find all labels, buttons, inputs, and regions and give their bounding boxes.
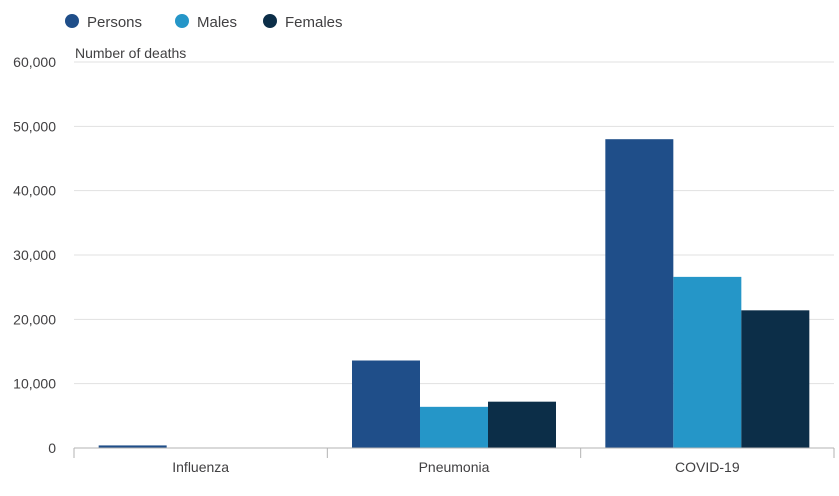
x-tick-label-covid-19: COVID-19 xyxy=(675,459,740,475)
bar-influenza-persons xyxy=(98,445,167,448)
y-tick-label: 20,000 xyxy=(13,311,56,327)
y-tick-label: 40,000 xyxy=(13,183,56,199)
bars xyxy=(98,139,810,448)
y-tick-label: 50,000 xyxy=(13,118,56,134)
bar-pneumonia-persons xyxy=(352,360,420,448)
chart-legend: Persons Males Females xyxy=(65,14,343,31)
y-tick-label: 30,000 xyxy=(13,247,56,263)
bar-covid-19-persons xyxy=(605,139,674,448)
y-tick-label: 60,000 xyxy=(13,54,56,70)
bar-pneumonia-males xyxy=(420,406,488,448)
bar-covid-19-males xyxy=(673,276,742,448)
legend-item-persons: Persons xyxy=(65,14,142,31)
legend-label-females: Females xyxy=(285,14,343,31)
bar-pneumonia-females xyxy=(488,401,556,448)
x-tick-label-influenza: Influenza xyxy=(172,459,229,475)
legend-item-females: Females xyxy=(263,14,343,31)
x-axis: Influenza Pneumonia COVID-19 xyxy=(73,447,835,475)
legend-label-males: Males xyxy=(197,14,237,31)
y-tick-label: 10,000 xyxy=(13,376,56,392)
legend-swatch-males xyxy=(175,14,189,28)
bar-covid-19-females xyxy=(741,310,810,448)
x-tick-label-pneumonia: Pneumonia xyxy=(419,459,490,475)
y-axis-ticks: 0 10,000 20,000 30,000 40,000 50,000 60,000 xyxy=(13,54,56,456)
legend-label-persons: Persons xyxy=(87,14,142,31)
y-tick-label: 0 xyxy=(48,440,56,456)
legend-swatch-persons xyxy=(65,14,79,28)
legend-swatch-females xyxy=(263,14,277,28)
y-axis-title: Number of deaths xyxy=(75,45,186,61)
legend-item-males: Males xyxy=(175,14,237,31)
